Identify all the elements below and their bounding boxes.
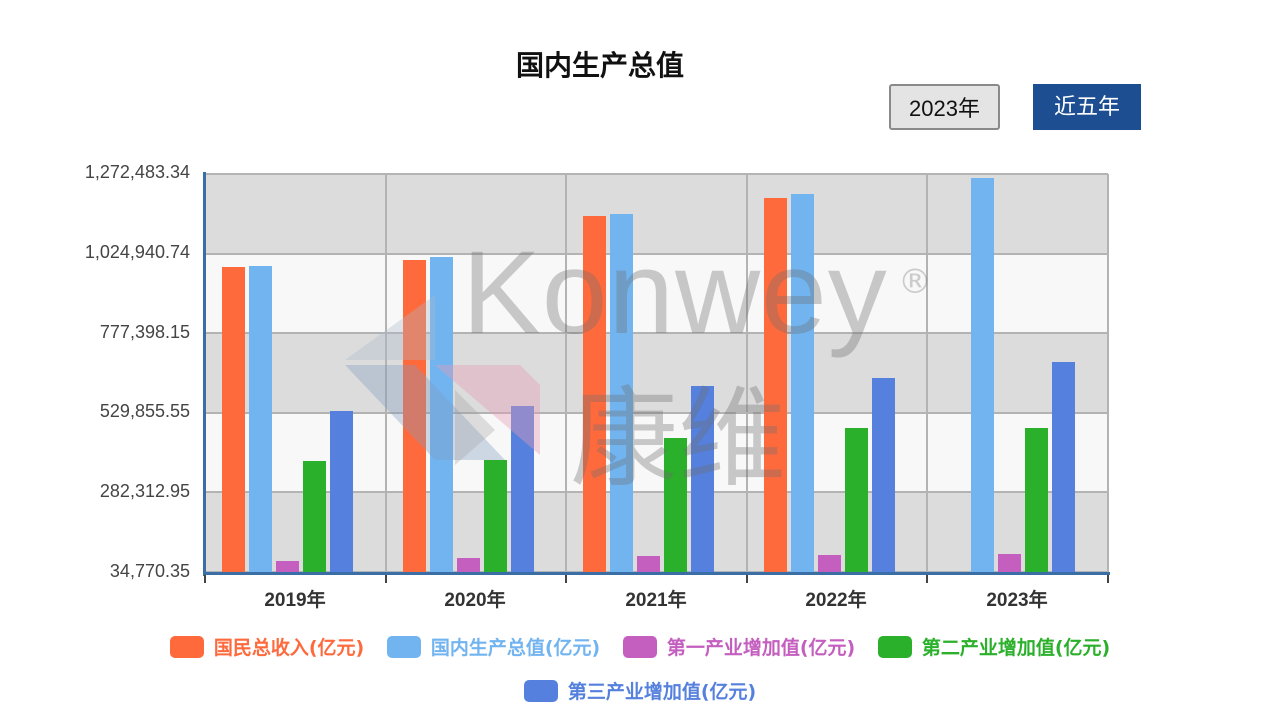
bar-gdp[interactable] [249, 265, 272, 572]
bar-primary[interactable] [276, 560, 299, 572]
legend-label: 第一产业增加值(亿元) [666, 637, 856, 659]
grid-line [205, 332, 1108, 335]
y-tick: 34,770.35 [109, 561, 190, 581]
grid-line [565, 174, 568, 572]
grid-band [205, 253, 1108, 334]
y-tick: 282,312.95 [99, 481, 190, 501]
chart-title: 国内生产总值 [515, 49, 684, 82]
five-years-button[interactable]: 近五年 [1033, 84, 1141, 130]
grid-line [745, 174, 748, 572]
x-label: 2020年 [444, 590, 506, 611]
grid-line [205, 411, 1108, 414]
legend-swatch [386, 635, 421, 658]
x-tick-mark [745, 575, 748, 583]
legend-label: 第三产业增加值(亿元) [567, 681, 757, 703]
y-tick: 529,855.55 [99, 401, 190, 421]
bar-tertiary[interactable] [330, 411, 353, 572]
legend-label: 国内生产总值(亿元) [430, 637, 601, 659]
grid-line [926, 174, 929, 572]
y-tick: 1,272,483.34 [84, 162, 190, 182]
bar-secondary[interactable] [1025, 427, 1049, 572]
legend-item-primary[interactable]: 第一产业增加值(亿元) [622, 633, 856, 660]
legend-item-gni[interactable]: 国民总收入(亿元) [169, 633, 365, 660]
bar-tertiary[interactable] [691, 385, 715, 572]
bar-secondary[interactable] [844, 427, 868, 572]
x-tick-mark [384, 575, 387, 583]
bar-primary[interactable] [998, 554, 1022, 572]
y-axis-line [203, 172, 206, 576]
legend-item-gdp[interactable]: 国内生产总值(亿元) [386, 633, 601, 660]
bar-gdp[interactable] [610, 213, 634, 572]
legend: 国民总收入(亿元) 国内生产总值(亿元) 第一产业增加值(亿元) 第二产业增加值… [0, 633, 1280, 663]
legend-swatch [169, 635, 204, 658]
bar-gni[interactable] [402, 259, 426, 572]
x-label: 2021年 [625, 590, 687, 611]
legend-item-tertiary[interactable]: 第三产业增加值(亿元) [523, 677, 757, 704]
grid-line [205, 173, 1108, 175]
legend-label: 第二产业增加值(亿元) [921, 637, 1111, 659]
plot-area [205, 173, 1109, 573]
grid-band [205, 412, 1108, 493]
bar-gni[interactable] [222, 266, 245, 572]
bar-gdp[interactable] [429, 257, 453, 572]
grid-band [205, 174, 1108, 254]
grid-line [205, 252, 1108, 255]
bar-tertiary[interactable] [871, 377, 895, 572]
bar-gdp[interactable] [971, 177, 995, 572]
grid-band [205, 333, 1108, 413]
grid-line [205, 491, 1108, 494]
x-tick-mark [204, 575, 206, 583]
x-label: 2019年 [264, 590, 326, 611]
x-axis-line [203, 572, 1110, 575]
legend-swatch [622, 635, 657, 658]
legend-row-2: 第三产业增加值(亿元) [0, 677, 1280, 707]
bar-secondary[interactable] [664, 437, 688, 572]
x-label: 2022年 [805, 590, 867, 611]
bar-tertiary[interactable] [510, 405, 534, 572]
y-tick: 1,024,940.74 [84, 242, 190, 262]
legend-swatch [523, 679, 558, 702]
bar-secondary[interactable] [303, 460, 326, 572]
bar-secondary[interactable] [483, 459, 507, 572]
year-2023-button[interactable]: 2023年 [889, 84, 1000, 130]
legend-item-secondary[interactable]: 第二产业增加值(亿元) [877, 633, 1111, 660]
legend-swatch [877, 635, 912, 658]
x-label: 2023年 [986, 590, 1048, 611]
bar-primary[interactable] [637, 556, 661, 572]
bar-gdp[interactable] [790, 194, 814, 572]
bar-gni[interactable] [763, 198, 787, 572]
bar-primary[interactable] [456, 558, 480, 572]
bar-gni[interactable] [583, 216, 607, 572]
x-tick-mark [926, 575, 929, 583]
bar-tertiary[interactable] [1052, 361, 1076, 572]
x-tick-mark [565, 575, 568, 583]
x-tick-mark [1107, 575, 1109, 583]
grid-line [384, 174, 387, 572]
bar-primary[interactable] [817, 554, 841, 572]
legend-label: 国民总收入(亿元) [213, 637, 365, 659]
y-tick: 777,398.15 [99, 322, 190, 342]
grid-line [1107, 174, 1109, 572]
